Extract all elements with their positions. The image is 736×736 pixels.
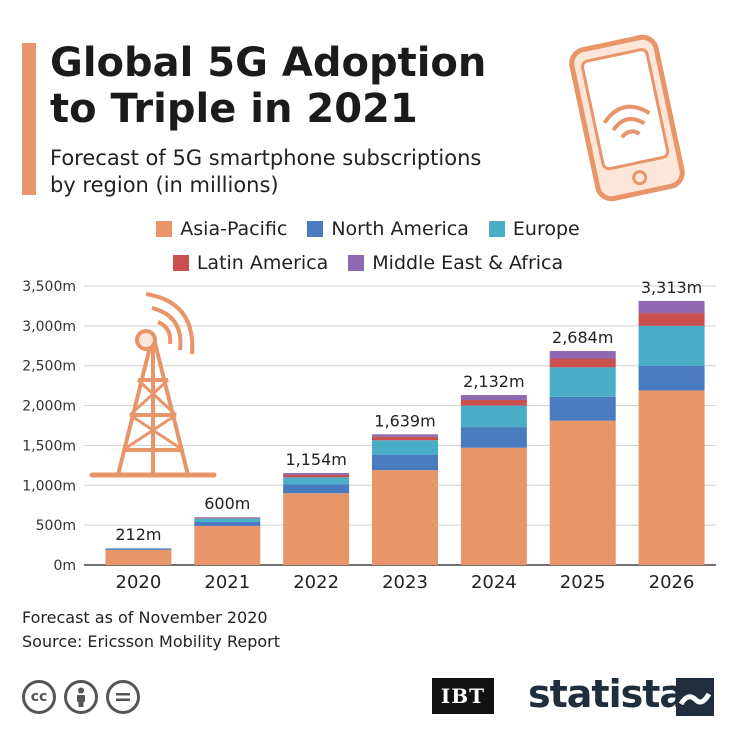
- bar-layer: [105, 300, 705, 565]
- bar-segment-latin-america-2025: [549, 358, 616, 368]
- y-tick-label: 3,000m: [22, 319, 76, 335]
- bar-segment-middle-east-africa-2023: [372, 434, 438, 437]
- no-derivatives-icon[interactable]: [106, 680, 140, 714]
- bar-segment-europe-2024: [460, 405, 527, 428]
- statista-logo[interactable]: statista: [528, 672, 685, 716]
- x-tick-label-2022: 2022: [293, 572, 339, 593]
- bar-segment-north-america-2020: [105, 548, 172, 550]
- legend-swatch-asia-pacific: [156, 221, 173, 237]
- title-line-2: to Triple in 2021: [50, 86, 418, 132]
- legend-row-2: Latin America Middle East & Africa: [0, 246, 736, 280]
- total-label-2026: 3,313m: [641, 278, 702, 297]
- bar-segment-north-america-2021: [194, 521, 261, 526]
- bar-segment-north-america-2026: [638, 365, 705, 391]
- bar-segment-latin-america-2026: [638, 313, 705, 326]
- x-tick-label-2021: 2021: [204, 572, 250, 593]
- bar-segment-north-america-2025: [549, 396, 616, 421]
- stacked-bar-chart: 0m 500m 1,000m 1,500m 2,000m 2,500m 3,000m 3,50…: [22, 278, 716, 593]
- legend-item-middle-east-africa: Middle East & Africa: [348, 252, 563, 274]
- x-tick-label-2025: 2025: [560, 572, 606, 593]
- ibt-logo[interactable]: IBT: [432, 678, 494, 714]
- accent-bar: [22, 43, 36, 195]
- total-label-2021: 600m: [204, 494, 250, 513]
- y-tick-label: 2,500m: [22, 359, 76, 375]
- cell-tower-icon: [89, 292, 217, 478]
- bar-segment-north-america-2024: [460, 427, 527, 448]
- total-label-2020: 212m: [115, 525, 161, 544]
- bar-segment-latin-america-2023: [372, 436, 438, 441]
- cc-icon[interactable]: cc: [22, 680, 56, 714]
- bar-segment-asia-pacific-2021: [194, 525, 261, 565]
- legend-swatch-europe: [488, 221, 505, 237]
- footnote: Forecast as of November 2020 Source: Eri…: [22, 606, 280, 654]
- total-label-2025: 2,684m: [552, 328, 613, 347]
- chart-subtitle: Forecast of 5G smartphone subscriptions …: [50, 145, 570, 199]
- bar-segment-europe-2026: [638, 325, 705, 366]
- y-tick-label: 1,000m: [22, 478, 76, 494]
- label-layer: 212m 2020 600m 2021 1,154m 2022 1,639m 2023 2,13…: [115, 278, 702, 593]
- subtitle-line-1: Forecast of 5G smartphone subscriptions: [50, 146, 482, 170]
- y-tick-label: 1,500m: [22, 438, 76, 454]
- legend-item-europe: Europe: [488, 218, 580, 240]
- legend-item-latin-america: Latin America: [172, 252, 329, 274]
- y-tick-label: 0m: [53, 558, 76, 574]
- bar-segment-north-america-2023: [372, 454, 438, 471]
- forecast-note: Forecast as of November 2020: [22, 608, 268, 627]
- source-note: Source: Ericsson Mobility Report: [22, 632, 280, 651]
- bar-segment-middle-east-africa-2024: [460, 395, 527, 400]
- legend-label-europe: Europe: [512, 218, 580, 240]
- total-label-2022: 1,154m: [285, 450, 346, 469]
- legend-label-north-america: North America: [331, 218, 469, 240]
- license-icons: cc: [22, 680, 140, 714]
- y-tick-label: 2,000m: [22, 399, 76, 415]
- bar-segment-europe-2023: [372, 440, 438, 455]
- bar-segment-asia-pacific-2024: [460, 447, 527, 565]
- legend-item-asia-pacific: Asia-Pacific: [156, 218, 287, 240]
- legend-label-middle-east-africa: Middle East & Africa: [372, 252, 564, 274]
- bar-segment-asia-pacific-2022: [283, 493, 350, 565]
- y-tick-label: 500m: [36, 518, 76, 534]
- bar-segment-latin-america-2021: [194, 517, 261, 519]
- bar-segment-north-america-2022: [283, 484, 350, 494]
- bar-segment-asia-pacific-2023: [372, 470, 438, 565]
- bar-segment-europe-2021: [194, 518, 261, 522]
- bar-segment-middle-east-africa-2021: [194, 517, 261, 518]
- statista-mark-icon: [676, 678, 714, 716]
- chart-legend: Asia-Pacific North America Europe Latin …: [0, 212, 736, 280]
- title-line-1: Global 5G Adoption: [50, 40, 487, 86]
- bar-segment-europe-2025: [549, 367, 616, 397]
- subtitle-line-2: by region (in millions): [50, 173, 279, 197]
- bar-segment-asia-pacific-2025: [549, 420, 616, 565]
- attribution-icon[interactable]: [64, 680, 98, 714]
- bar-segment-latin-america-2024: [460, 399, 527, 406]
- chart-title: Global 5G Adoption to Triple in 2021: [50, 40, 570, 132]
- y-tick-label: 3,500m: [22, 279, 76, 295]
- legend-item-north-america: North America: [307, 218, 469, 240]
- total-label-2023: 1,639m: [374, 411, 435, 430]
- legend-label-latin-america: Latin America: [196, 252, 329, 274]
- legend-label-asia-pacific: Asia-Pacific: [180, 218, 288, 240]
- bar-segment-asia-pacific-2020: [105, 549, 172, 565]
- legend-row-1: Asia-Pacific North America Europe: [0, 212, 736, 246]
- bar-segment-latin-america-2022: [283, 474, 350, 478]
- x-tick-label-2023: 2023: [382, 572, 428, 593]
- bar-segment-europe-2022: [283, 477, 350, 485]
- total-label-2024: 2,132m: [463, 372, 524, 391]
- bar-segment-asia-pacific-2026: [638, 390, 705, 565]
- x-tick-label-2024: 2024: [471, 572, 517, 593]
- bar-segment-middle-east-africa-2022: [283, 473, 350, 475]
- bar-segment-middle-east-africa-2026: [638, 300, 705, 314]
- legend-swatch-latin-america: [172, 255, 189, 271]
- smartphone-icon: [569, 34, 685, 202]
- bar-segment-middle-east-africa-2025: [549, 351, 616, 359]
- legend-swatch-north-america: [307, 221, 324, 237]
- legend-swatch-middle-east-africa: [348, 255, 365, 271]
- x-tick-label-2026: 2026: [649, 572, 695, 593]
- x-tick-label-2020: 2020: [116, 572, 162, 593]
